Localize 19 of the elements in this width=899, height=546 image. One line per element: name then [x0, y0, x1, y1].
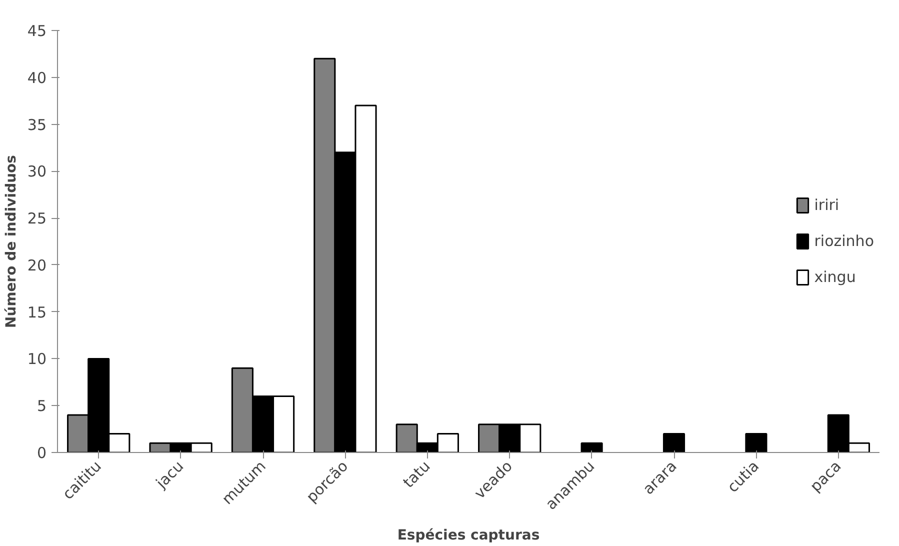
legend-label: riozinho — [814, 232, 874, 250]
y-tick-label: 40 — [27, 68, 47, 87]
y-tick-label: 15 — [27, 303, 47, 322]
y-tick-label: 35 — [27, 116, 47, 134]
y-tick-label: 45 — [27, 22, 47, 40]
legend-label: xingu — [814, 268, 856, 286]
y-tick-label: 30 — [27, 162, 47, 181]
y-tick-label: 10 — [27, 350, 47, 368]
bar — [580, 442, 603, 452]
y-axis-title: Número de individuos — [3, 154, 20, 328]
y-tick-label: 0 — [36, 444, 47, 462]
x-tick-label: tatu — [399, 457, 434, 492]
legend-label: iriri — [814, 196, 840, 214]
y-tick-label: 5 — [36, 397, 47, 416]
bar — [745, 432, 768, 452]
x-axis-title: Espécies capturas — [397, 528, 540, 544]
y-tick-label: 20 — [27, 256, 47, 274]
y-tick-label: 25 — [27, 210, 47, 228]
bar — [662, 432, 686, 452]
